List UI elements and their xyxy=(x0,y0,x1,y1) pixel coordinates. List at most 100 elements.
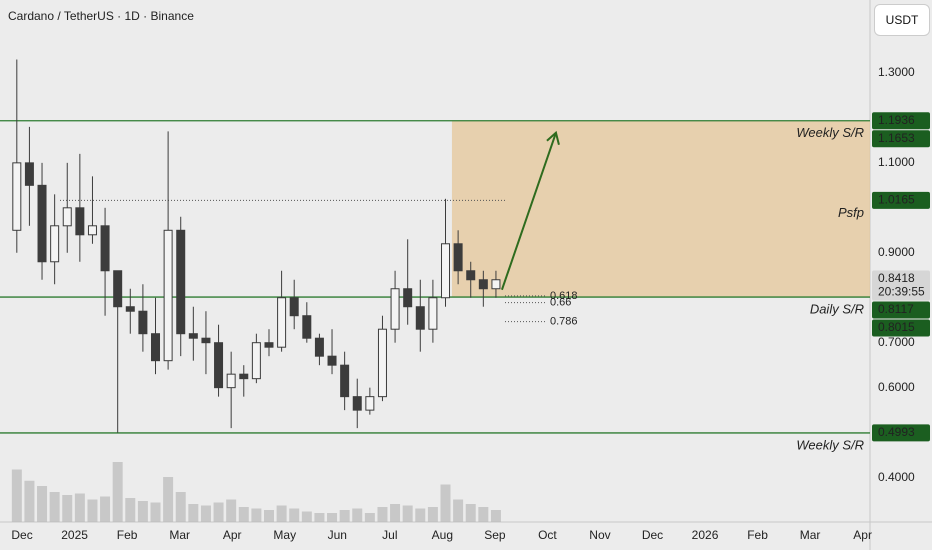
x-tick-label: Nov xyxy=(589,528,610,542)
x-tick-label: Aug xyxy=(432,528,453,542)
y-tick-label: 0.9000 xyxy=(878,245,915,259)
fib-label: 0.66 xyxy=(550,297,571,309)
volume-bar xyxy=(163,477,174,522)
volume-bar xyxy=(314,513,325,522)
volume-bar xyxy=(11,469,22,522)
volume-bar xyxy=(125,498,136,522)
candle-body xyxy=(113,270,123,308)
volume-bar xyxy=(87,499,98,522)
volume-bar xyxy=(263,510,274,522)
x-tick-label: Mar xyxy=(800,528,821,542)
fib-label: 0.618 xyxy=(550,290,578,302)
volume-bar xyxy=(213,502,224,522)
volume-bar xyxy=(490,510,501,522)
candle-body xyxy=(239,373,249,380)
volume-bar xyxy=(390,504,401,522)
candle-body xyxy=(75,207,85,236)
volume-bar xyxy=(402,505,413,522)
volume-bar xyxy=(188,504,199,522)
x-tick-label: Mar xyxy=(169,528,190,542)
x-tick-label: Dec xyxy=(642,528,663,542)
x-tick-label: Apr xyxy=(223,528,242,542)
candle-body xyxy=(188,333,198,339)
price-label-box xyxy=(872,112,930,130)
volume-bar xyxy=(150,502,161,522)
candle-body xyxy=(415,306,425,330)
price-label-box xyxy=(872,319,930,337)
candle-body xyxy=(62,207,72,227)
level-label: Weekly S/R xyxy=(796,437,864,452)
x-tick-label: Dec xyxy=(11,528,32,542)
price-label: 0.8117 xyxy=(878,302,914,316)
x-tick-label: Oct xyxy=(538,528,557,542)
volume-bar xyxy=(478,507,489,522)
price-label: 0.8418 xyxy=(878,271,915,285)
price-label-box xyxy=(872,191,930,209)
x-tick-label: May xyxy=(273,528,296,542)
candle-body xyxy=(214,342,224,389)
volume-bar xyxy=(137,501,148,522)
price-label-box xyxy=(872,301,930,319)
candle-body xyxy=(466,270,476,281)
fib-label: 0.786 xyxy=(550,315,578,327)
candle-body xyxy=(138,310,148,335)
x-tick-label: 2026 xyxy=(692,528,719,542)
volume-bar xyxy=(226,499,237,522)
chart-title: Cardano / TetherUS · 1D · Binance xyxy=(8,9,194,23)
candle-body xyxy=(125,306,135,312)
volume-bar xyxy=(24,480,35,522)
volume-bar xyxy=(62,495,73,522)
arrow-head xyxy=(546,130,560,146)
target-zone xyxy=(451,120,870,298)
candle-body xyxy=(377,328,387,398)
level-label: Daily S/R xyxy=(810,301,864,316)
volume-bar xyxy=(100,496,111,522)
candle-body xyxy=(226,373,236,389)
candle-body xyxy=(365,396,375,411)
candle-body xyxy=(403,288,413,308)
volume-bar xyxy=(352,508,363,522)
candle-body xyxy=(87,225,97,236)
currency-button[interactable]: USDT xyxy=(874,4,930,36)
level-label: Weekly S/R xyxy=(796,125,864,140)
x-tick-label: Feb xyxy=(747,528,768,542)
candle-body xyxy=(37,184,47,263)
volume-bar xyxy=(339,510,350,522)
candle-body xyxy=(151,333,161,362)
x-tick-label: Apr xyxy=(853,528,872,542)
countdown: 20:39:55 xyxy=(878,285,925,299)
x-tick-label: Feb xyxy=(117,528,138,542)
volume-bar xyxy=(415,508,426,522)
volume-bar xyxy=(465,504,476,522)
price-label-box xyxy=(872,130,930,148)
candle-body xyxy=(428,297,438,330)
candle-layer xyxy=(12,59,560,433)
candle-body xyxy=(289,297,299,317)
level-label: Psfp xyxy=(838,205,864,220)
volume-bar xyxy=(49,492,60,522)
volume-bar xyxy=(364,513,375,522)
volume-bar xyxy=(327,513,338,522)
x-tick-label: Sep xyxy=(484,528,506,542)
candle-body xyxy=(176,229,186,335)
volume-bar xyxy=(112,462,123,522)
volume-bar xyxy=(200,505,211,522)
y-tick-label: 1.1000 xyxy=(878,155,915,169)
volume-bar xyxy=(251,508,262,522)
price-label: 0.8015 xyxy=(878,320,915,334)
volume-bar xyxy=(175,492,186,522)
candle-body xyxy=(453,243,463,272)
arrow xyxy=(500,132,557,291)
candle-body xyxy=(100,225,110,272)
volume-bar xyxy=(427,507,438,522)
candle-body xyxy=(390,288,400,330)
axis-layer: Dec 2025 Feb Mar Apr May Jun Jul Aug Sep Oct Nov Dec… xyxy=(11,65,930,542)
price-label-box xyxy=(872,424,930,442)
candle-body xyxy=(277,297,287,348)
candle-body xyxy=(340,364,350,398)
volume-bar xyxy=(377,507,388,522)
candle-body xyxy=(264,342,274,348)
